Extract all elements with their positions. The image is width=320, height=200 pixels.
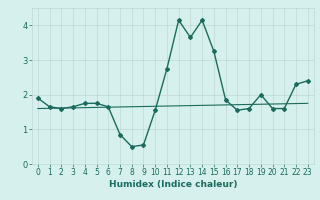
X-axis label: Humidex (Indice chaleur): Humidex (Indice chaleur) bbox=[108, 180, 237, 189]
